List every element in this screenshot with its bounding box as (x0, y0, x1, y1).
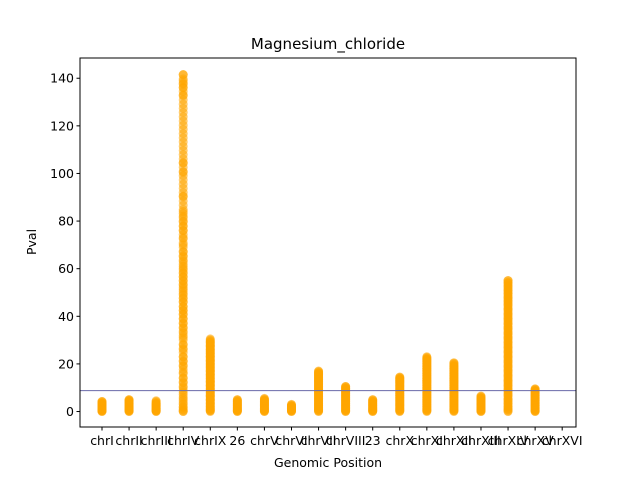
series-points-chriii (151, 396, 161, 417)
y-axis-label: Pval (24, 229, 39, 255)
data-point (178, 340, 188, 350)
series-points-chrxiv (503, 276, 513, 417)
data-point (97, 397, 107, 407)
series-points-chrx (395, 372, 405, 417)
data-point (395, 372, 405, 382)
data-point (178, 240, 188, 250)
data-point (368, 395, 378, 405)
data-point (178, 90, 188, 100)
data-point (178, 167, 188, 177)
data-point (232, 395, 242, 405)
series-points-chrv (259, 393, 269, 417)
chart-title: Magnesium_chloride (251, 35, 405, 54)
x-tick-label-chriii: chrIII (141, 433, 172, 448)
data-point (178, 191, 188, 201)
data-point (449, 358, 459, 368)
y-tick-label: 80 (58, 214, 74, 229)
data-point (178, 158, 188, 168)
x-tick-label-chrxvi: chrXVI (542, 433, 583, 448)
data-point (178, 207, 188, 217)
y-tick-label: 0 (66, 404, 74, 419)
x-tick-label-chrxv: chrXV (517, 433, 554, 448)
y-axis: 0 20 40 60 80 100 120 140 (50, 71, 80, 419)
x-tick-label-chrxiii: chrXIII (461, 433, 501, 448)
x-tick-label-chrx: chrX (386, 433, 415, 448)
series-points-chriv (178, 70, 188, 417)
data-point (530, 384, 540, 394)
data-point (178, 233, 188, 243)
data-point (178, 247, 188, 257)
series-points-26 (232, 395, 242, 417)
data-point (286, 399, 296, 409)
series-points-chrviii (341, 382, 351, 417)
series-points-chri (97, 397, 107, 417)
series-points-chrxiii (476, 391, 486, 417)
data-point (205, 334, 215, 344)
x-tick-label-chrvi: chrVI (275, 433, 307, 448)
series-points-chrxii (449, 358, 459, 417)
x-tick-label-chrviii: chrVIII (326, 433, 366, 448)
data-point (503, 276, 513, 286)
y-tick-label: 120 (50, 118, 74, 133)
x-tick-label-chri: chrI (90, 433, 114, 448)
x-tick-label-chriv: chrIV (167, 433, 200, 448)
x-tick-label-23: 23 (365, 433, 381, 448)
data-point (259, 393, 269, 403)
y-tick-label: 140 (50, 71, 74, 86)
x-tick-label-chrii: chrII (115, 433, 142, 448)
series-points-chrxv (530, 384, 540, 417)
data-point (124, 395, 134, 405)
y-tick-label: 40 (58, 309, 74, 324)
series-points-chrvi (286, 399, 296, 417)
series-points-23 (368, 395, 378, 417)
data-point (422, 352, 432, 362)
data-point (314, 366, 324, 376)
axes-frame (79, 57, 577, 428)
data-point (151, 396, 161, 406)
plot-area (80, 70, 576, 417)
data-point (341, 382, 351, 392)
series-points-chrxi (422, 352, 432, 417)
data-point (178, 70, 188, 80)
y-tick-label: 100 (50, 166, 74, 181)
x-tick-label-chrv: chrV (250, 433, 279, 448)
x-tick-label-chrix: chrIX (194, 433, 227, 448)
data-point (178, 352, 188, 362)
y-tick-label: 60 (58, 261, 74, 276)
x-tick-label-chrvii: chrVII (301, 433, 337, 448)
y-tick-label: 20 (58, 356, 74, 371)
series-points-chrix (205, 334, 215, 417)
series-points-chrvii (314, 366, 324, 417)
x-tick-label-chrxiv: chrXIV (488, 433, 529, 448)
data-point (476, 391, 486, 401)
x-tick-label-26: 26 (229, 433, 245, 448)
x-tick-label-chrxii: chrXII (436, 433, 472, 448)
series-points-chrii (124, 395, 134, 417)
x-tick-label-chrxi: chrXI (411, 433, 443, 448)
x-axis-label: Genomic Position (274, 455, 382, 470)
